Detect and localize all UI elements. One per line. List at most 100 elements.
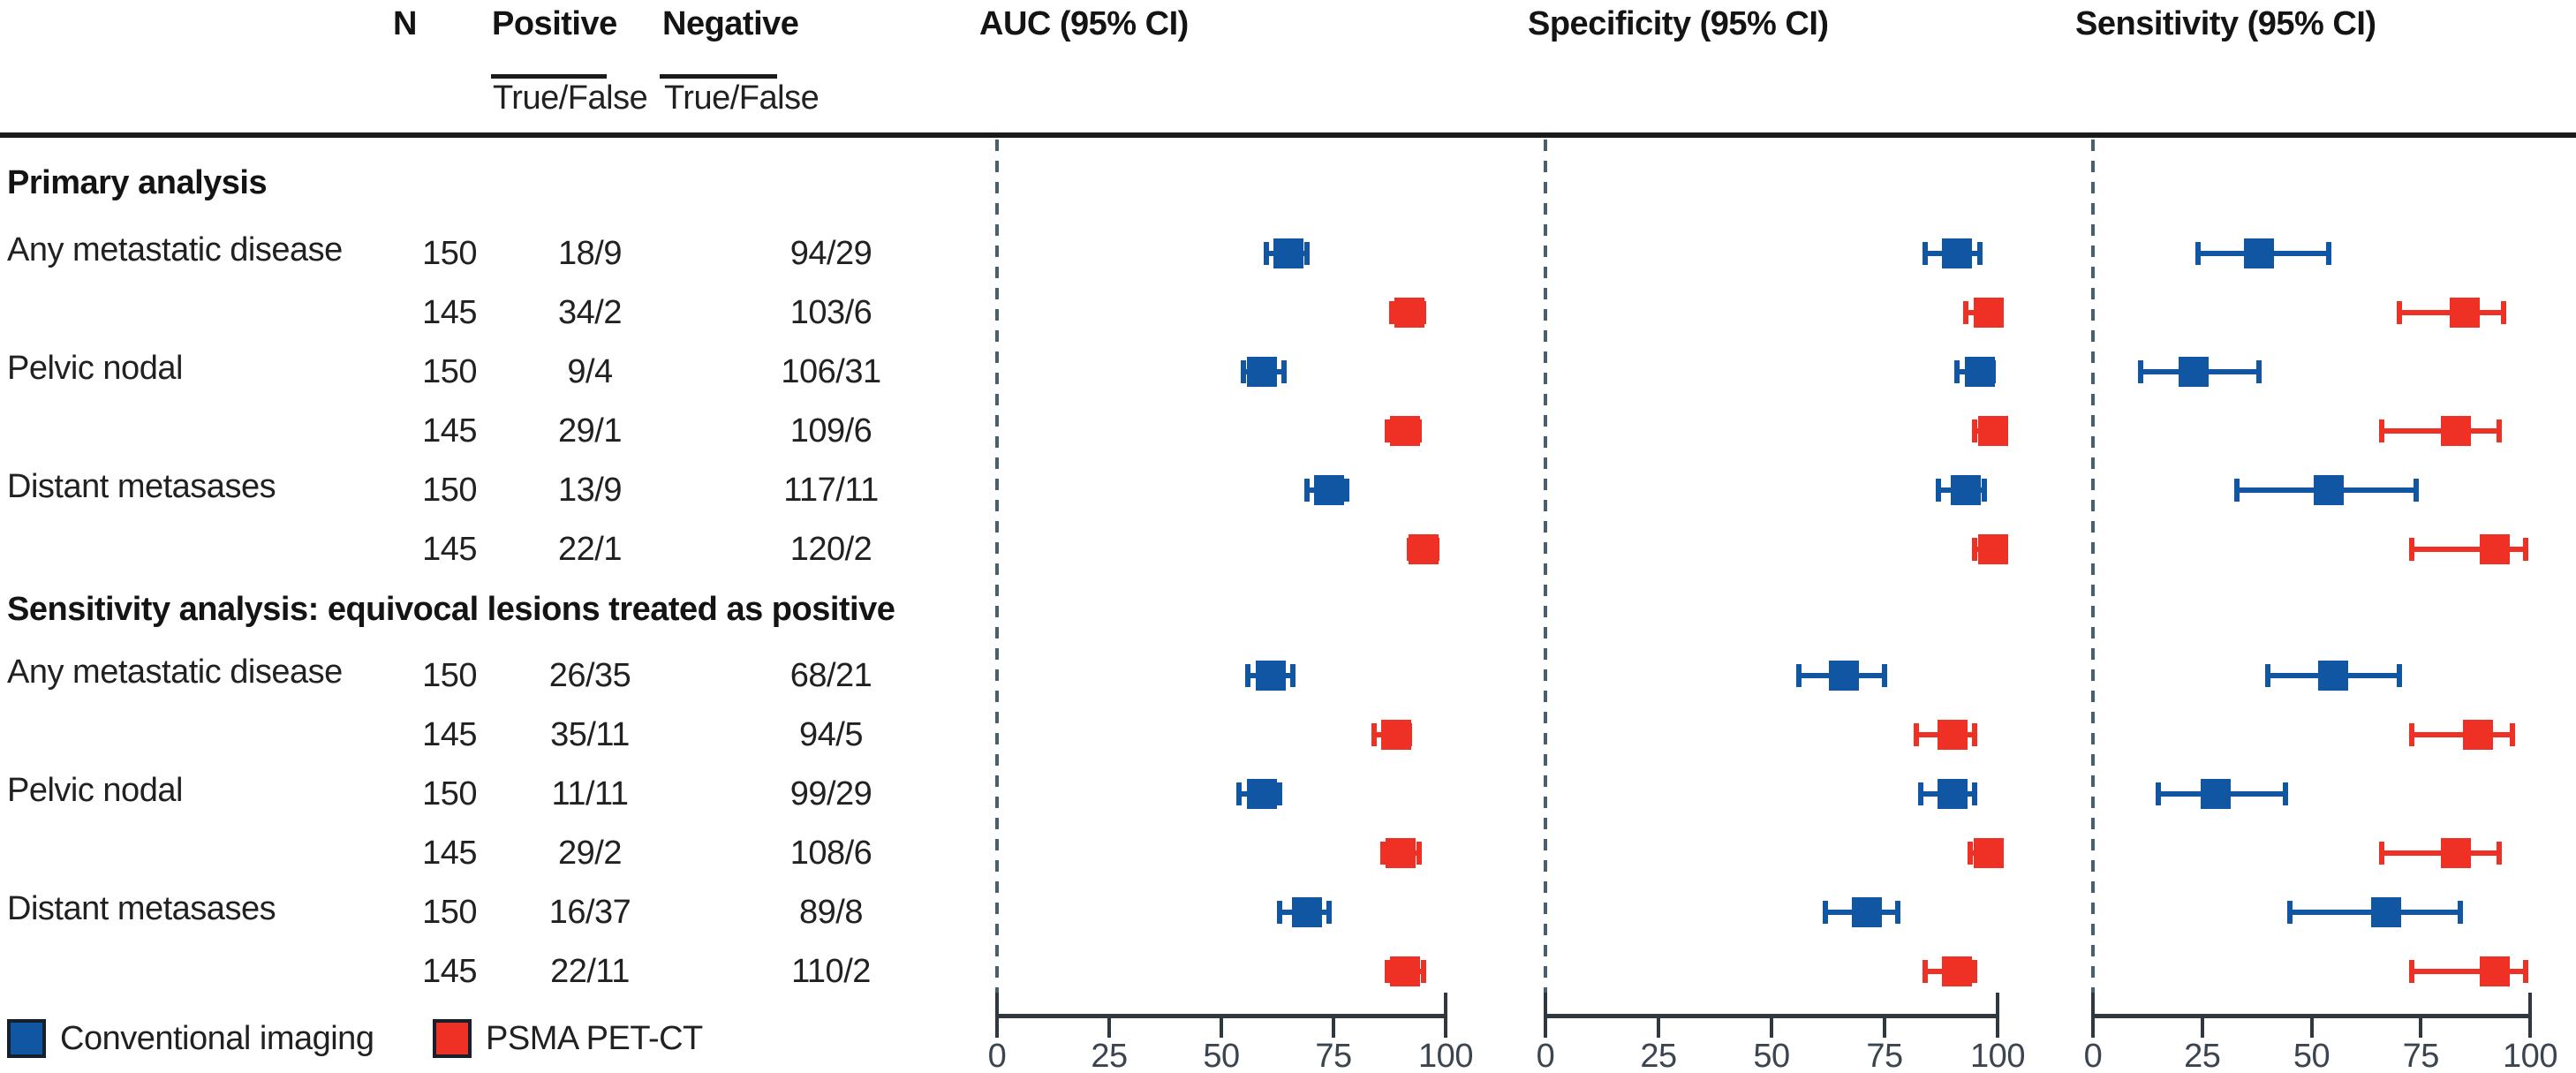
ci-cap-low [1953, 360, 1960, 383]
ci-cap-low [2286, 901, 2293, 924]
cell-n-value: 150 [422, 894, 477, 931]
ci-whisker-sensitivity [2381, 850, 2500, 856]
row-label: Pelvic nodal [7, 350, 183, 387]
ci-cap-high [1972, 723, 1978, 746]
marker-square-psma-specificity [1973, 838, 2004, 868]
axis-tick-label: 25 [1091, 1038, 1128, 1073]
cell-n-value: 150 [422, 353, 477, 390]
cell-n-value: 145 [422, 412, 477, 450]
marker-square-psma-specificity [1941, 956, 1972, 986]
cell-positive-value: 29/2 [558, 835, 622, 872]
marker-square-psma-specificity [1973, 298, 2004, 328]
axis-tick [1220, 1018, 1223, 1038]
cell-positive-value: 9/4 [567, 353, 613, 390]
marker-square-psma-auc [1386, 838, 1416, 868]
cell-positive-value: 34/2 [558, 294, 622, 331]
axis-tick-label: 0 [2083, 1038, 2103, 1073]
axis-tick [2309, 1018, 2314, 1038]
axis-end-stub [2091, 993, 2095, 1014]
cell-positive-value: 18/9 [558, 235, 622, 272]
axis-tick-label: 25 [2184, 1038, 2221, 1073]
axis-tick-label: 75 [1315, 1038, 1352, 1073]
ci-cap-high [2523, 538, 2529, 561]
marker-square-conventional-auc [1273, 238, 1304, 268]
axis-tick-label: 50 [2293, 1038, 2330, 1073]
marker-square-conventional-specificity [1951, 475, 1982, 505]
axis-tick [2200, 1018, 2204, 1038]
ci-cap-high [2501, 301, 2507, 324]
row-label: Distant metasases [7, 890, 276, 927]
cell-positive-value: 13/9 [558, 472, 622, 509]
ci-cap-low [2409, 960, 2415, 983]
ci-cap-low [2378, 419, 2384, 442]
ci-cap-low [1917, 782, 1923, 805]
legend-swatch-psma [433, 1019, 472, 1058]
marker-square-psma-auc [1390, 416, 1421, 446]
ci-cap-high [1416, 842, 1422, 865]
axis-tick-label: 50 [1753, 1038, 1790, 1073]
ci-cap-low [1371, 723, 1377, 746]
axis-tick-label: 0 [1536, 1038, 1555, 1073]
cell-n-value: 150 [422, 235, 477, 272]
marker-square-conventional-sensitivity [2314, 475, 2345, 505]
ci-cap-low [1384, 419, 1390, 442]
marker-square-conventional-auc [1246, 779, 1277, 809]
cell-positive-value: 29/1 [558, 412, 622, 450]
axis-tick [1107, 1018, 1111, 1038]
x-axis-specificity [1544, 1014, 1999, 1018]
ci-cap-low [1823, 901, 1829, 924]
panel-title-auc: AUC (95% CI) [979, 5, 1189, 42]
marker-square-psma-auc [1408, 534, 1439, 564]
zero-dashline-sensitivity [2091, 140, 2095, 993]
row-label: Any metastatic disease [7, 231, 343, 268]
axis-tick [2419, 1018, 2423, 1038]
ci-cap-low [1236, 782, 1243, 805]
axis-end-stub [1544, 993, 1547, 1014]
marker-square-conventional-sensitivity [2244, 238, 2275, 268]
cell-negative-value: 103/6 [789, 294, 873, 331]
axis-tick-label: 25 [1640, 1038, 1677, 1073]
cell-negative-value: 94/5 [799, 716, 863, 753]
ci-cap-high [1290, 664, 1296, 687]
cell-positive-value: 16/37 [548, 894, 631, 931]
row-label: Any metastatic disease [7, 654, 343, 691]
ci-cap-low [1303, 479, 1310, 502]
cell-n-value: 145 [422, 531, 477, 568]
ci-cap-low [1968, 842, 1974, 865]
axis-tick-label: 100 [1970, 1038, 2025, 1073]
ci-cap-low [2409, 538, 2415, 561]
ci-cap-high [1303, 242, 1310, 265]
ci-cap-low [2396, 301, 2402, 324]
ci-cap-low [2195, 242, 2201, 265]
ci-cap-low [1936, 479, 1942, 502]
cell-n-value: 145 [422, 835, 477, 872]
x-axis-auc [995, 1014, 1447, 1018]
row-label: Pelvic nodal [7, 772, 183, 809]
ci-cap-high [1981, 479, 1987, 502]
ci-cap-high [2326, 242, 2332, 265]
ci-cap-low [2234, 479, 2240, 502]
ci-cap-low [2378, 842, 2384, 865]
marker-square-psma-sensitivity [2480, 534, 2511, 564]
ci-cap-high [2414, 479, 2420, 502]
cell-n-value: 150 [422, 775, 477, 812]
cell-negative-value: 110/2 [791, 953, 871, 990]
legend-label-psma: PSMA PET-CT [486, 1020, 703, 1057]
row-label: Distant metasases [7, 468, 276, 505]
cell-positive-value: 35/11 [550, 716, 630, 753]
axis-tick [1444, 1018, 1447, 1038]
ci-cap-high [1882, 664, 1887, 687]
cell-negative-value: 108/6 [789, 835, 873, 872]
cell-negative-value: 68/21 [789, 657, 873, 694]
legend-swatch-conventional [7, 1019, 46, 1058]
marker-square-conventional-auc [1313, 475, 1344, 505]
ci-cap-low [1972, 419, 1978, 442]
ci-cap-low [1245, 664, 1251, 687]
ci-cap-low [1379, 842, 1386, 865]
ci-cap-low [1795, 664, 1802, 687]
ci-cap-high [1895, 901, 1901, 924]
cell-n-value: 145 [422, 716, 477, 753]
ci-cap-high [2282, 782, 2288, 805]
axis-tick-label: 50 [1203, 1038, 1240, 1073]
ci-cap-high [1277, 782, 1283, 805]
